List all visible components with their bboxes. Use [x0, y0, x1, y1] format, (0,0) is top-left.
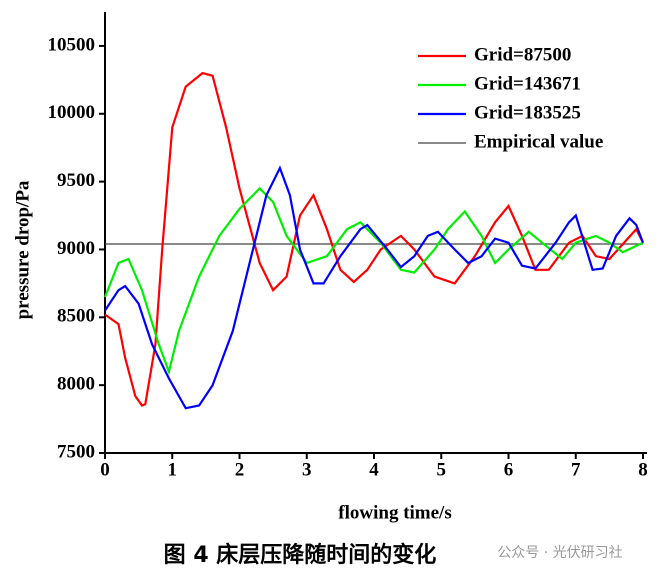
x-axis-label: flowing time/s	[338, 502, 451, 523]
series-line	[104, 165, 645, 410]
y-axis-label: pressure drop/Pa	[12, 180, 33, 319]
y-tick-label: 7500	[57, 441, 95, 462]
y-tick-label: 9500	[57, 170, 95, 191]
caption: 图 4 床层压降随时间的变化	[164, 542, 437, 568]
x-tick-label: 1	[168, 459, 178, 480]
x-tick-label: 8	[638, 459, 648, 480]
y-tick-label: 10000	[48, 102, 96, 123]
x-tick-label: 2	[235, 459, 245, 480]
x-tick-label: 3	[302, 459, 312, 480]
series-line	[103, 186, 644, 376]
legend-label: Empirical value	[474, 131, 603, 152]
y-tick-label: 8500	[57, 306, 95, 327]
x-tick-label: 4	[369, 459, 379, 480]
x-tick-label: 7	[571, 459, 581, 480]
y-tick-label: 8000	[57, 374, 95, 395]
x-tick-label: 6	[504, 459, 514, 480]
x-tick-label: 5	[437, 459, 447, 480]
legend-label: Grid=87500	[474, 44, 571, 65]
y-tick-label: 10500	[48, 34, 96, 55]
watermark: 公众号 · 光伏研习社	[497, 545, 622, 561]
series-line	[104, 71, 644, 407]
y-tick-label: 9000	[57, 238, 95, 259]
legend-label: Grid=143671	[474, 73, 581, 94]
legend-label: Grid=183525	[474, 102, 581, 123]
x-tick-label: 0	[100, 459, 110, 480]
